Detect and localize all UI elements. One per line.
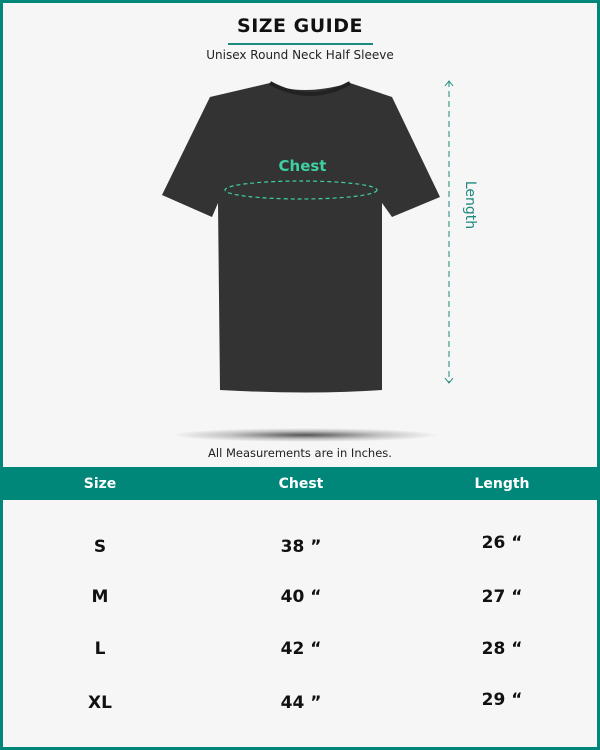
page-title: SIZE GUIDE	[237, 15, 363, 37]
shirt-shadow	[170, 428, 440, 442]
header-length: Length	[474, 475, 530, 492]
tshirt-image	[162, 80, 454, 393]
chest-cell: 42 “	[280, 639, 322, 659]
product-subtitle: Unisex Round Neck Half Sleeve	[206, 48, 394, 62]
measurement-note: All Measurements are in Inches.	[208, 446, 392, 460]
length-cell: 26 “	[481, 533, 523, 553]
table-row: M 40 “ 27 “	[0, 587, 600, 617]
header-size: Size	[83, 475, 117, 492]
table-row: L 42 “ 28 “	[0, 639, 600, 669]
table-row: XL 44 ” 29 “	[0, 690, 600, 723]
length-cell: 27 “	[481, 587, 523, 607]
chest-cell: 44 ”	[280, 693, 322, 713]
length-cell: 29 “	[481, 690, 523, 710]
title-underline	[228, 43, 373, 45]
size-cell: S	[93, 537, 107, 557]
length-label: Length	[462, 180, 478, 230]
size-cell: XL	[88, 693, 112, 713]
chest-cell: 40 “	[280, 587, 322, 607]
table-row: S 38 ” 26 “	[0, 533, 600, 567]
table-header: Size Chest Length	[0, 467, 600, 500]
chest-cell: 38 ”	[280, 537, 322, 557]
size-cell: M	[91, 587, 109, 607]
size-cell: L	[94, 639, 106, 659]
chest-label: Chest	[278, 157, 327, 175]
length-cell: 28 “	[481, 639, 523, 659]
header-chest: Chest	[278, 475, 324, 492]
